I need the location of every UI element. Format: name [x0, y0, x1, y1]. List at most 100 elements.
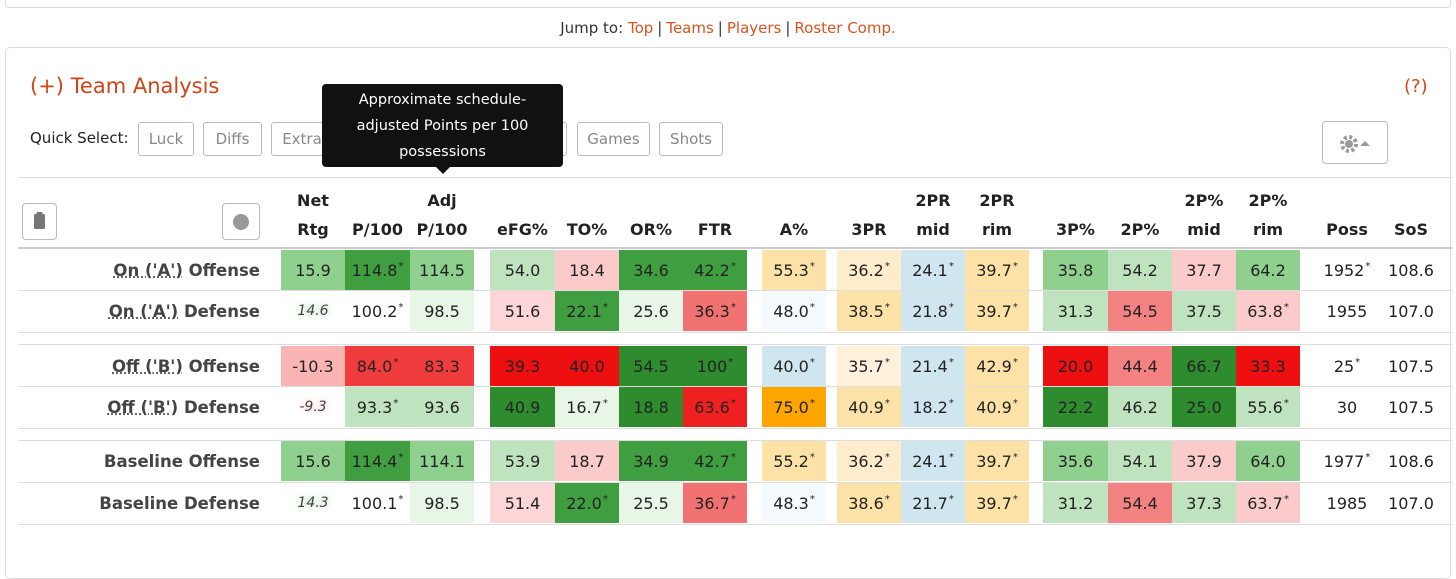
header-line: mid	[1187, 220, 1221, 239]
jump-link[interactable]: Top	[627, 19, 654, 37]
circle-icon	[233, 214, 249, 230]
header-line: mid	[916, 220, 950, 239]
row-label: Baseline Defense	[99, 483, 260, 523]
table-cell: 36.7 *	[683, 483, 747, 523]
row-side: Offense	[188, 260, 260, 280]
row-label: Off ('B') Defense	[107, 387, 260, 427]
tooltip-line: adjusted Points per 100	[356, 118, 529, 134]
table-cell: 66.7	[1172, 346, 1236, 386]
column-header[interactable]: Poss	[1315, 182, 1379, 244]
table-cell: 114.1	[410, 441, 474, 481]
column-header[interactable]: Adj P/100	[410, 182, 474, 244]
table-cell: 54.4	[1108, 483, 1172, 523]
quick-select-button[interactable]: Shots	[659, 122, 723, 156]
table-cell: 100.1 *	[351, 493, 404, 513]
separator: |	[657, 19, 663, 37]
header-line: TO%	[566, 220, 608, 239]
separator: |	[717, 19, 723, 37]
separator: |	[785, 19, 791, 37]
quick-select-button[interactable]: Diffs	[203, 122, 262, 156]
column-header[interactable]: 3PR	[837, 182, 901, 244]
gear-icon	[1340, 135, 1370, 153]
column-header[interactable]: FTR	[683, 182, 747, 244]
row-side: Defense	[183, 493, 260, 513]
row-border	[18, 428, 1452, 429]
table-cell: 22.1 *	[555, 291, 619, 331]
row-side: Offense	[188, 356, 260, 376]
table-cell: 55.3 *	[762, 250, 826, 290]
row-border	[18, 386, 1452, 387]
table-cell: 75.0 *	[762, 387, 826, 427]
header-line: 2P%	[1248, 191, 1288, 210]
table-cell: 64.2	[1236, 250, 1300, 290]
table-cell: 25.6	[619, 291, 683, 331]
table-cell: 114.8 *	[345, 250, 410, 290]
header-line: P/100	[352, 220, 403, 239]
table-cell: 22.2	[1043, 387, 1108, 427]
record-button[interactable]	[222, 203, 260, 240]
column-header[interactable]: P/100	[345, 182, 410, 244]
quick-select-button[interactable]: Games	[577, 122, 650, 156]
table-cell: 21.4 *	[901, 346, 965, 386]
column-header[interactable]: 2PR rim	[965, 182, 1029, 244]
jump-link[interactable]: Roster Comp.	[794, 19, 896, 37]
table-cell: 63.6 *	[683, 387, 747, 427]
copy-button[interactable]	[22, 203, 57, 240]
table-cell: 36.2 *	[837, 441, 901, 481]
column-header[interactable]: 2P% rim	[1236, 182, 1300, 244]
header-line: 2PR	[915, 191, 951, 210]
column-header[interactable]: 3P%	[1043, 182, 1108, 244]
column-header[interactable]: eFG%	[490, 182, 555, 244]
row-border	[18, 290, 1452, 291]
table-cell: 83.3	[410, 346, 474, 386]
table-cell: 42.7 *	[683, 441, 747, 481]
table-cell: 107.5	[1388, 356, 1434, 376]
header-line: SoS	[1393, 220, 1429, 239]
column-header[interactable]: TO%	[555, 182, 619, 244]
table-cell: 37.3	[1172, 483, 1236, 523]
row-key: Baseline	[99, 493, 179, 513]
row-label: Off ('B') Offense	[112, 346, 260, 386]
table-cell: 40.9 *	[965, 387, 1029, 427]
table-cell: 34.9	[619, 441, 683, 481]
column-header[interactable]: OR%	[619, 182, 683, 244]
table-cell: 54.5	[1108, 291, 1172, 331]
page: Jump to: Top | Teams | Players | Roster Comp. …	[5, 0, 1452, 579]
table-cell: 35.8	[1043, 250, 1108, 290]
column-header[interactable]: 2P% mid	[1172, 182, 1236, 244]
table-cell: 42.9 *	[965, 346, 1029, 386]
column-header[interactable]: 2PR mid	[901, 182, 965, 244]
table-cell: 16.7 *	[555, 387, 619, 427]
header-line: eFG%	[497, 220, 548, 239]
jump-link[interactable]: Players	[726, 19, 782, 37]
table-cell: 54.0	[490, 250, 555, 290]
settings-button[interactable]	[1322, 121, 1388, 164]
table-cell: 31.3	[1043, 291, 1108, 331]
row-key[interactable]: On ('A')	[113, 260, 183, 280]
table-cell: 36.3 *	[683, 291, 747, 331]
table-cell: 108.6	[1388, 451, 1434, 471]
jump-link[interactable]: Teams	[666, 19, 714, 37]
column-header[interactable]: A%	[762, 182, 826, 244]
table-cell: 18.7	[555, 441, 619, 481]
column-header[interactable]: 2P%	[1108, 182, 1172, 244]
table-cell: 42.2 *	[683, 250, 747, 290]
help-link[interactable]: (?)	[1404, 76, 1428, 97]
panel-title[interactable]: (+) Team Analysis	[30, 74, 220, 98]
header-line: Adj	[427, 191, 457, 210]
column-header[interactable]: SoS	[1379, 182, 1443, 244]
table-cell: 33.3	[1236, 346, 1300, 386]
header-line: Rtg	[297, 220, 329, 239]
row-key[interactable]: Off ('B')	[107, 397, 179, 417]
previous-panel	[5, 0, 1451, 8]
column-header[interactable]: Net Rtg	[281, 182, 345, 244]
table-cell: 107.0	[1388, 493, 1434, 513]
table-cell: 114.4 *	[345, 441, 410, 481]
row-key[interactable]: Off ('B')	[112, 356, 183, 376]
quick-select-button[interactable]: Luck	[138, 122, 194, 156]
row-key[interactable]: On ('A')	[108, 301, 179, 321]
table-cell: 108.6	[1388, 260, 1434, 280]
table-cell: 35.6	[1043, 441, 1108, 481]
table-cell: 93.3 *	[345, 387, 410, 427]
table-cell: 39.7 *	[965, 291, 1029, 331]
